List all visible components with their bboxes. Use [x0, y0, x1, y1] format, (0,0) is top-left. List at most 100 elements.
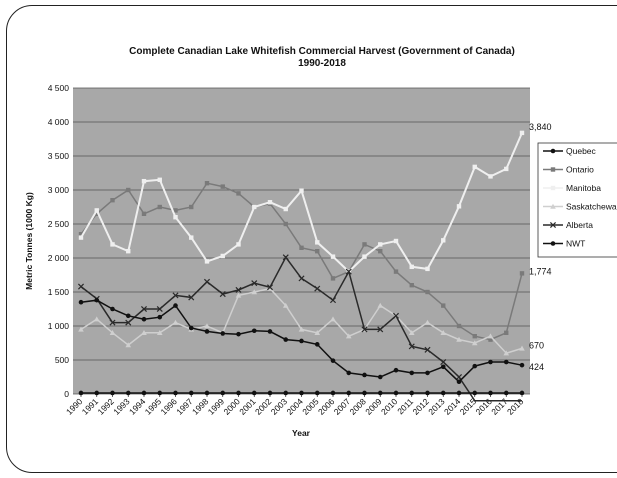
data-point [251, 390, 257, 396]
data-point [78, 326, 84, 332]
y-tick-label: 3 000 [48, 185, 70, 195]
data-point [283, 390, 289, 396]
grid-lines [73, 87, 530, 395]
data-point [298, 275, 305, 282]
data-point [110, 306, 115, 312]
data-point [173, 303, 178, 308]
data-point [409, 264, 414, 270]
data-point [362, 242, 367, 247]
data-point [549, 221, 557, 229]
data-point [472, 390, 478, 396]
data-point [345, 333, 352, 339]
data-point [78, 232, 84, 237]
x-tick-label: 1994 [127, 396, 148, 417]
data-point [503, 350, 510, 356]
y-tick-label: 3 500 [48, 151, 70, 161]
data-point [172, 292, 179, 299]
data-point [189, 235, 194, 240]
data-point [94, 208, 99, 213]
data-point [173, 208, 178, 213]
data-point [393, 367, 399, 373]
data-point [329, 297, 337, 304]
end-annotations: 3,840 1,774 670 424 [529, 122, 552, 372]
data-point [550, 241, 556, 246]
data-point [378, 249, 383, 254]
data-point [392, 312, 400, 319]
data-point [78, 390, 84, 396]
data-point [409, 283, 414, 288]
data-point [346, 370, 352, 376]
data-point [110, 390, 115, 396]
legend-item-quebec: Quebec [543, 146, 597, 156]
data-point [125, 342, 132, 348]
data-point [220, 184, 225, 189]
data-point [188, 325, 194, 331]
data-point [78, 299, 84, 305]
data-point [220, 331, 226, 336]
data-point [125, 390, 131, 396]
data-point [425, 390, 430, 396]
data-point [519, 362, 525, 368]
y-tick-label: 4 500 [48, 83, 70, 93]
x-tick-label: 2006 [316, 396, 337, 417]
x-tick-label: 2002 [253, 396, 274, 417]
data-point [109, 319, 116, 326]
data-point [77, 283, 85, 290]
data-point [550, 167, 556, 172]
data-point [488, 174, 493, 179]
data-point [251, 280, 258, 287]
x-tick-label: 2015 [458, 396, 479, 417]
data-point [330, 390, 336, 396]
data-point [550, 185, 556, 191]
data-point [283, 206, 288, 212]
data-point [487, 333, 494, 339]
data-point [204, 181, 210, 186]
data-point [550, 148, 556, 154]
data-point [315, 249, 320, 254]
data-point [157, 177, 162, 182]
x-tick-label: 2018 [505, 396, 526, 417]
x-tick-label: 1990 [64, 396, 85, 417]
x-tick-label: 1991 [80, 396, 101, 417]
data-point [283, 221, 288, 227]
data-point [125, 319, 132, 326]
legend-label: Saskatchewan [566, 202, 617, 212]
y-tick-label: 2 500 [48, 219, 70, 229]
x-tick-label: 2000 [221, 396, 242, 417]
data-point [503, 390, 509, 396]
data-point [219, 291, 226, 298]
data-point [220, 253, 225, 259]
end-value-label: 670 [529, 340, 544, 350]
end-value-label: 424 [529, 362, 544, 372]
data-point [267, 200, 273, 205]
chart-frame [6, 5, 617, 473]
data-point [252, 204, 257, 210]
data-point [235, 286, 242, 293]
end-value-label: 1,774 [529, 266, 552, 276]
legend: Quebec Ontario Manitoba Saskatchewan Alberta… [537, 142, 617, 258]
data-point [204, 390, 210, 396]
plot-area [73, 88, 530, 394]
data-point [441, 238, 446, 243]
data-point [424, 319, 431, 325]
data-point [471, 340, 478, 346]
data-point [93, 316, 100, 322]
data-point [440, 359, 447, 366]
y-axis-ticks: 0 500 1 000 1 500 2 000 2 500 3 000 3 500 4 000 4… [48, 83, 70, 399]
data-point [282, 254, 289, 261]
data-point [377, 374, 383, 380]
legend-box [537, 142, 617, 258]
legend-item-ontario: Ontario [543, 165, 594, 175]
data-point [94, 297, 100, 303]
data-point [377, 326, 384, 333]
data-point [519, 345, 525, 351]
data-point [378, 242, 383, 247]
data-point [173, 390, 178, 396]
y-tick-label: 0 [64, 389, 69, 399]
data-point [141, 211, 147, 216]
data-point [157, 204, 162, 210]
legend-item-alberta: Alberta [543, 220, 593, 230]
data-point [519, 390, 525, 396]
x-tick-label: 2005 [300, 396, 321, 417]
